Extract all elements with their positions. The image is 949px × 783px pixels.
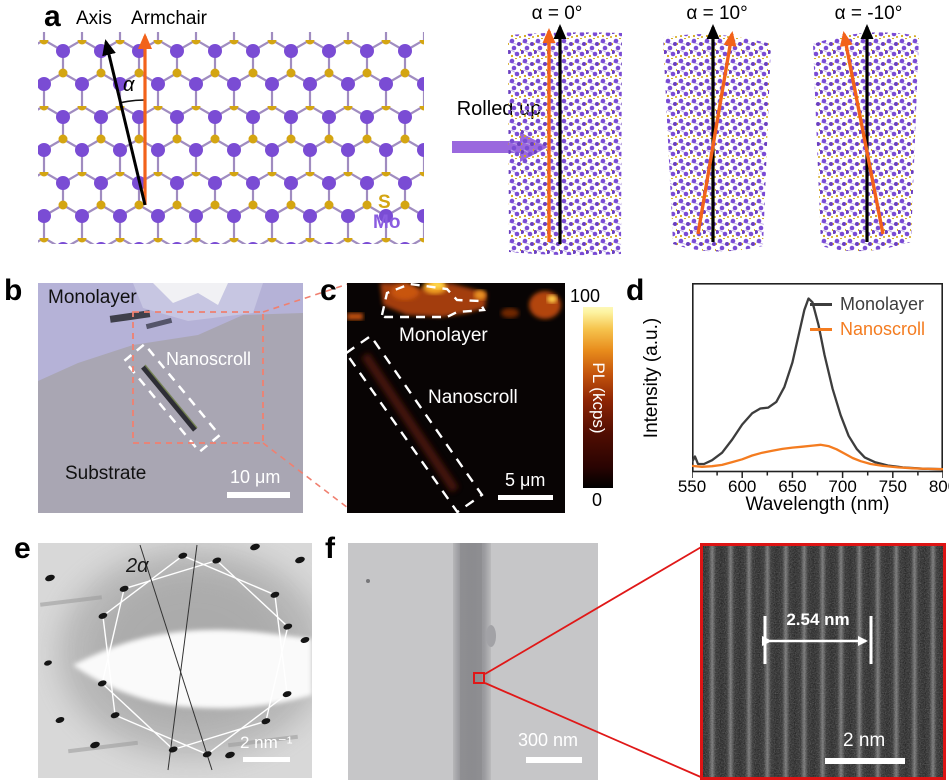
x-tick-label: 750 (878, 477, 907, 496)
x-axis-title: Wavelength (nm) (745, 494, 890, 515)
armchair-direction-line-2 (167, 544, 198, 771)
beam-saturation-blob (73, 629, 312, 709)
nanoscroll-models-graphic (508, 24, 919, 256)
armchair-direction-line-1 (139, 544, 213, 771)
x-tick-label: 800 (928, 477, 949, 496)
scroll-neg10-label: α = -10° (834, 3, 903, 24)
scale-bar (243, 757, 290, 762)
stripe-edge-bump (486, 625, 496, 647)
panel-f-label: f (325, 532, 335, 565)
legend-nanoscroll: Nanoscroll (810, 319, 925, 340)
colorbar-min-label: 0 (592, 490, 603, 510)
scroll-0-label: α = 0° (531, 3, 583, 24)
panel-b-label: b (4, 274, 23, 307)
armchair-arrow-label: Armchair (131, 8, 208, 29)
scale-bar-label: 10 μm (230, 467, 281, 487)
panel-c-label: c (320, 274, 337, 307)
nanoscroll-tem-core (460, 543, 482, 780)
mos2-lattice-graphic (38, 32, 424, 244)
diffraction-spots (44, 543, 310, 759)
optical-overlays (122, 311, 264, 454)
x-tick-label: 550 (677, 477, 707, 496)
scroll-model-10deg (663, 34, 771, 252)
inset-connector-lines (484, 545, 704, 779)
legend-monolayer-label: Monolayer (840, 294, 925, 314)
tem-image: 300 nm (348, 543, 598, 780)
axis-arrow (102, 39, 147, 206)
diffraction-image: 2α 2 nm⁻¹ (38, 543, 312, 778)
y-axis-title: Intensity (a.u.) (641, 317, 662, 439)
colorbar-max-label: 100 (570, 286, 601, 306)
substrate-label: Substrate (65, 463, 147, 484)
monolayer-dashed-outline (380, 283, 486, 319)
scale-bar-label: 2 nm⁻¹ (240, 733, 293, 752)
scale-bar-label: 2 nm (843, 730, 886, 751)
optical-image: Monolayer Nanoscroll Substrate 10 μm (38, 283, 303, 513)
speck (366, 579, 370, 583)
nanoscroll-pl-streak (361, 352, 459, 493)
legend-monolayer: Monolayer (810, 294, 924, 315)
panel-a-label: a (44, 0, 61, 33)
zoom-region-box (473, 672, 485, 684)
scale-bar (825, 758, 905, 764)
legend-nanoscroll-swatch (810, 328, 832, 331)
two-alpha-label: 2α (126, 555, 149, 577)
monolayer-label: Monolayer (399, 325, 488, 346)
scale-bar (498, 495, 553, 500)
pl-map-graphic (347, 283, 561, 513)
measurement-arrow (762, 616, 873, 664)
nanoscroll-body (141, 365, 197, 432)
x-tick-label: 600 (728, 477, 757, 496)
pl-spectrum-plot (692, 283, 943, 478)
scroll-model-0deg (508, 32, 622, 256)
legend-monolayer-swatch (810, 303, 832, 306)
scale-bar-label: 5 μm (505, 470, 546, 490)
zoom-region-dashed-box (132, 311, 264, 444)
scale-bar-label: 300 nm (518, 730, 579, 750)
zoom-connector-lines (262, 283, 349, 509)
torn-flake (153, 283, 228, 305)
monolayer-pl-region-2 (529, 291, 561, 319)
nanoscroll-label: Nanoscroll (166, 349, 252, 369)
series-nanoscroll (692, 443, 943, 471)
axis-arrow-label: Axis (76, 8, 112, 29)
alpha-label: α (123, 74, 135, 96)
lattice-fringes-graphic (703, 546, 943, 777)
series-monolayer (692, 297, 943, 471)
scale-bar (227, 492, 290, 498)
scale-bar (526, 757, 582, 763)
hrtem-inset: 2.54 nm 2 nm (700, 543, 946, 780)
x-tick-label: 650 (778, 477, 807, 496)
legend-mo-label: Mo (373, 212, 401, 233)
legend-nanoscroll-label: Nanoscroll (840, 319, 926, 339)
diffraction-graphic (38, 543, 312, 778)
pl-colorbar: PL (kcps) (583, 307, 613, 488)
pl-map-image: Monolayer Nanoscroll 5 μm (347, 283, 565, 513)
panel-e-label: e (14, 532, 31, 565)
fringe-spacing-label: 2.54 nm (786, 610, 850, 629)
colorbar-title: PL (kcps) (589, 361, 608, 434)
monolayer-label: Monolayer (48, 287, 137, 308)
scroll-10-label: α = 10° (686, 3, 748, 24)
x-tick-label: 700 (828, 477, 857, 496)
panel-d-label: d (626, 274, 645, 307)
nanoscroll-dashed-box (347, 334, 484, 513)
x-tick-labels: 550 600 650 700 750 800 (678, 477, 949, 497)
nanoscroll-dashed-box (122, 342, 222, 454)
nanoscroll-label: Nanoscroll (428, 387, 518, 408)
legend-s-label: S (378, 192, 391, 213)
